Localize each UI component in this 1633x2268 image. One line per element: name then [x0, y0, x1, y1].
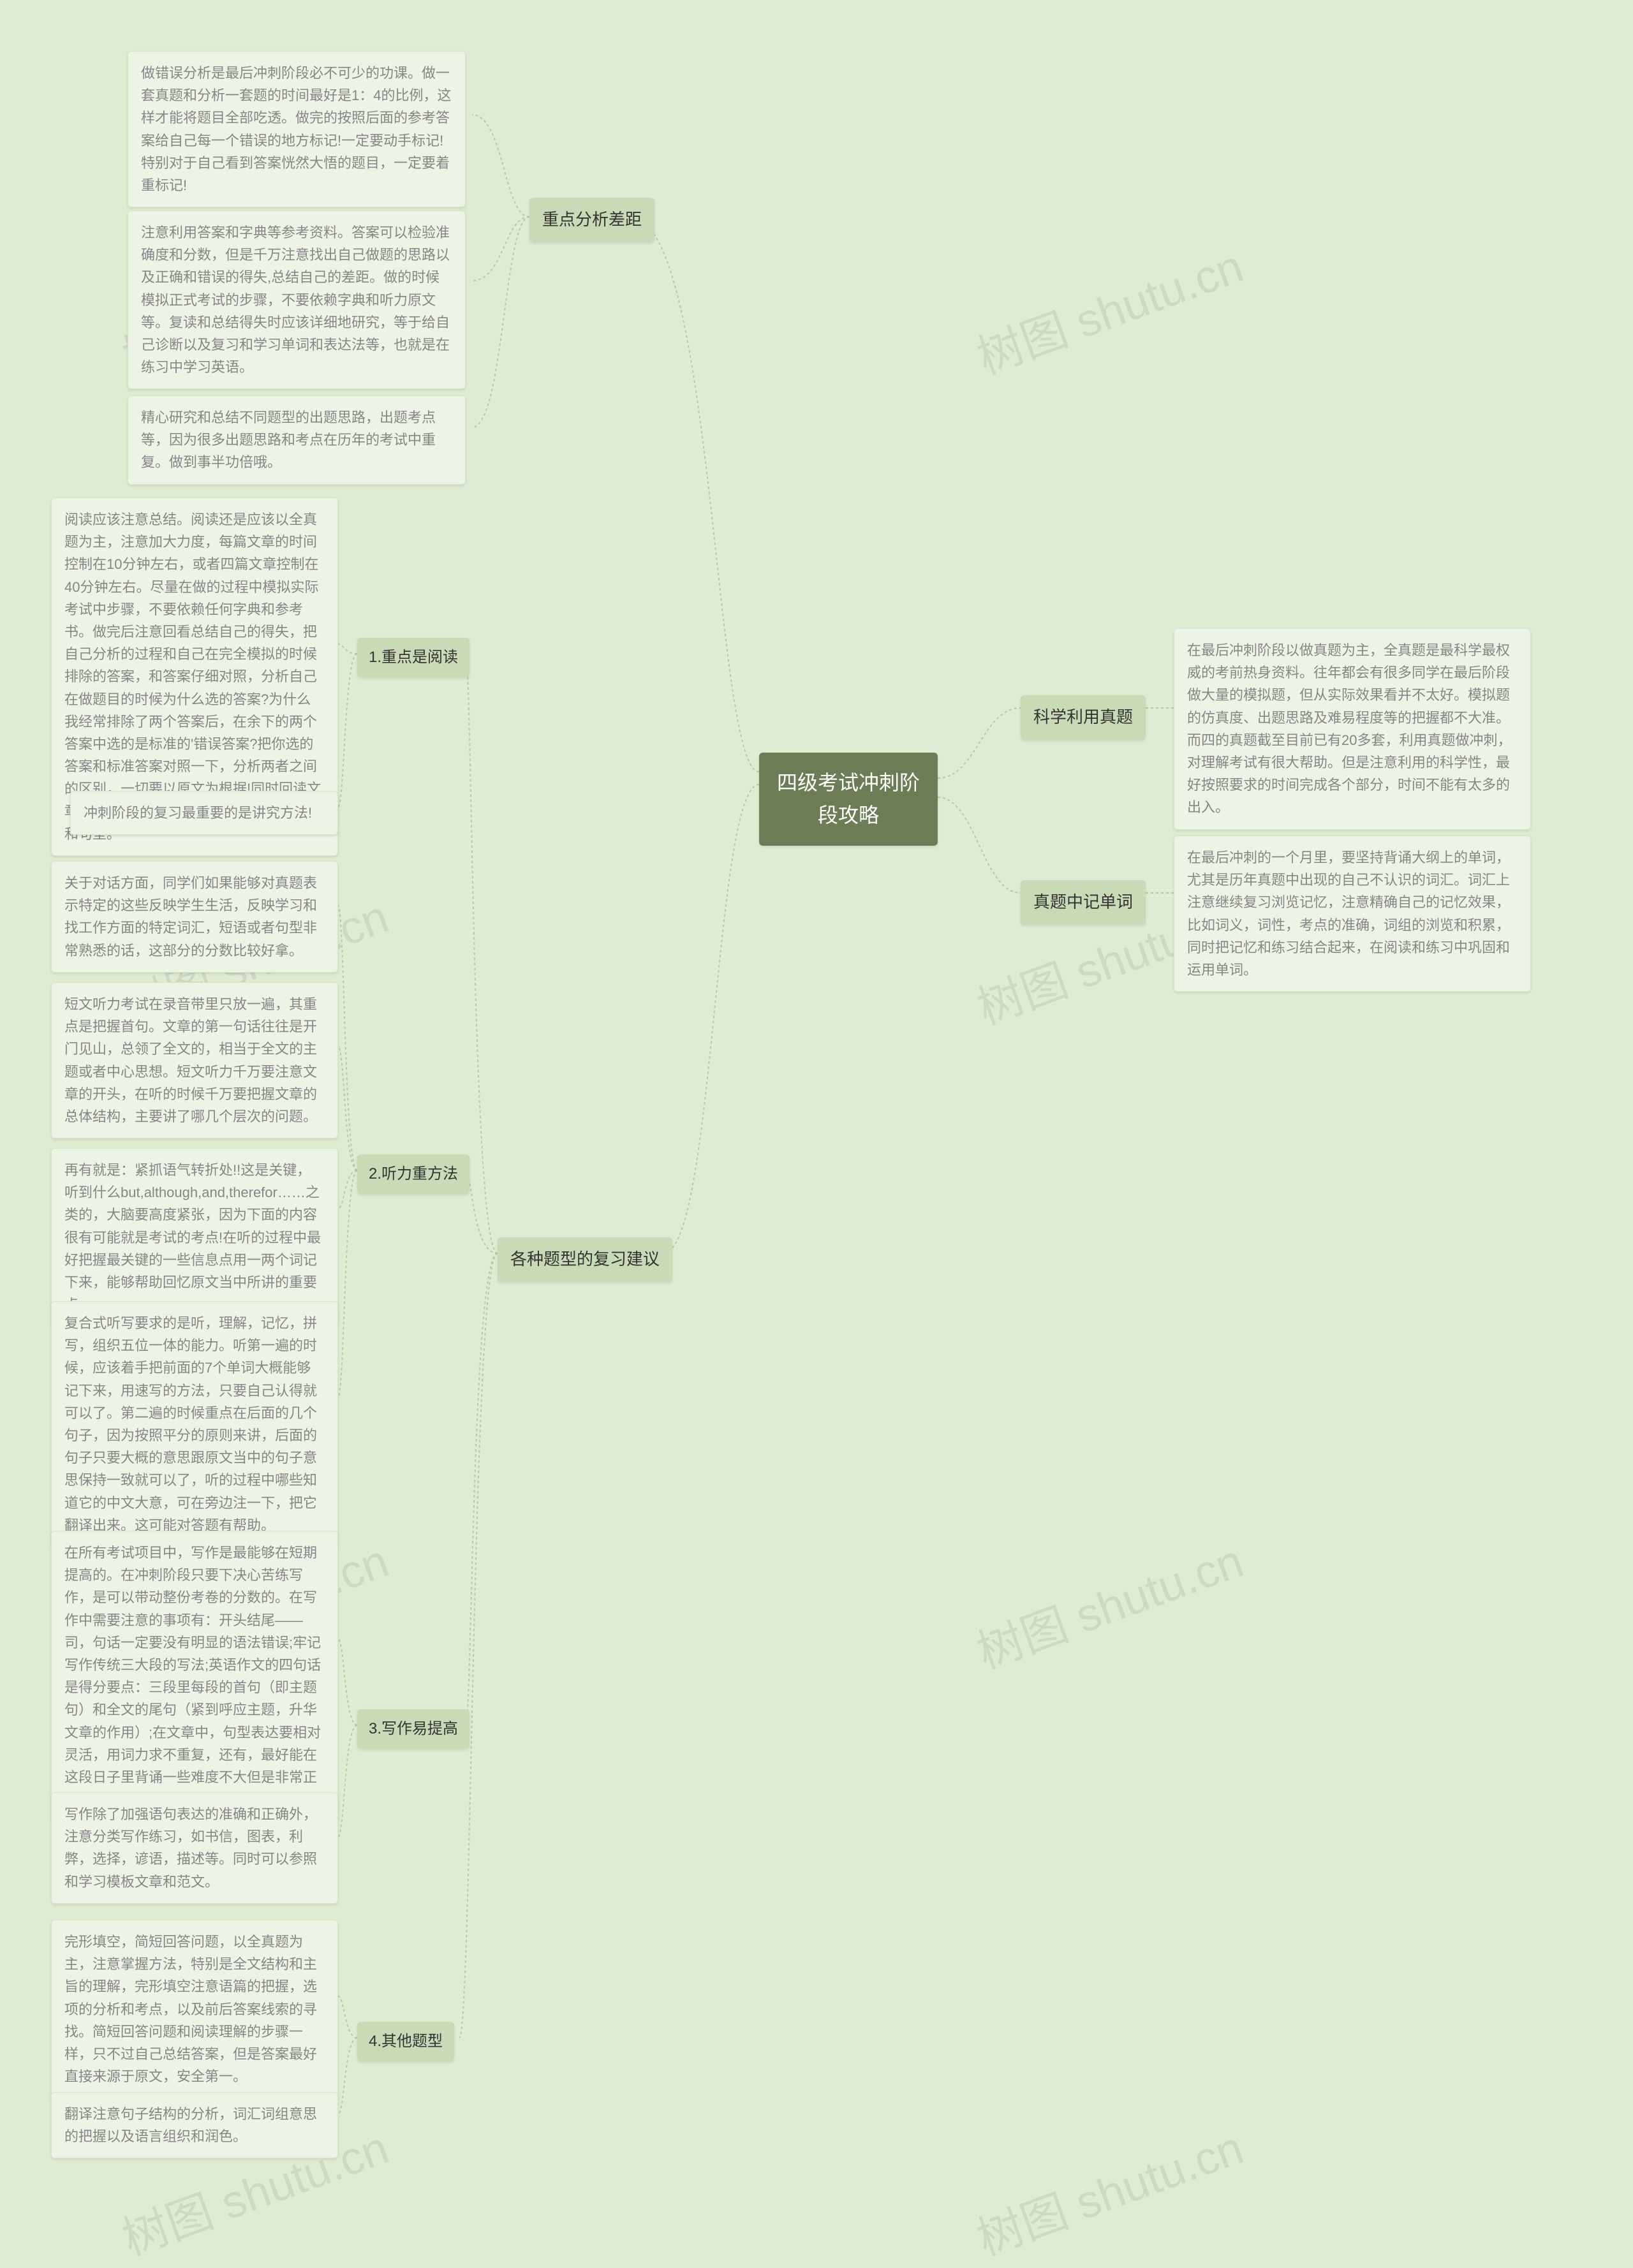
leaf-listening-2: 短文听力考试在录音带里只放一遍，其重点是把握首句。文章的第一句话往往是开门见山，… [51, 982, 338, 1138]
sub-listening[interactable]: 2.听力重方法 [357, 1154, 469, 1194]
connector [338, 1725, 357, 1837]
leaf-listening-3: 再有就是：紧抓语气转折处!!这是关键，听到什么but,although,and,… [51, 1148, 338, 1327]
leaf-reading-2: 冲刺阶段的复习最重要的是讲究方法! [70, 791, 338, 835]
sub-reading[interactable]: 1.重点是阅读 [357, 638, 469, 677]
connector [338, 1639, 357, 1725]
connector [338, 654, 357, 807]
leaf-writing-1: 在所有考试项目中，写作是最能够在短期提高的。在冲刺阶段只要下决心苦练写作，是可以… [51, 1531, 338, 1822]
leaf-other-2: 翻译注意句子结构的分析，词汇词组意思的把握以及语言组织和润色。 [51, 2092, 338, 2158]
branch-scientific-use[interactable]: 科学利用真题 [1021, 695, 1146, 740]
connector [338, 1170, 357, 1397]
watermark: 树图 shutu.cn [966, 2110, 1251, 2268]
connector [466, 654, 498, 1253]
leaf-scientific-use: 在最后冲刺阶段以做真题为主，全真题是最科学最权威的考前热身资料。往年都会有很多同… [1174, 628, 1531, 830]
connector [338, 906, 357, 1170]
connector [466, 1253, 498, 1725]
connector [938, 797, 1021, 893]
leaf-gap-1: 做错误分析是最后冲刺阶段必不可少的功课。做一套真题和分析一套题的时间最好是1：4… [128, 51, 466, 207]
connector [466, 1170, 498, 1253]
connector [338, 644, 357, 654]
leaf-other-1: 完形填空，简短回答问题，以全真题为主，注意掌握方法，特别是全文结构和主旨的理解，… [51, 1920, 338, 2098]
connector [338, 2038, 357, 2114]
connector [338, 1170, 357, 1209]
connector [938, 708, 1021, 778]
watermark: 树图 shutu.cn [966, 229, 1251, 387]
connector [472, 217, 529, 427]
connector [632, 217, 759, 772]
sub-writing[interactable]: 3.写作易提高 [357, 1709, 469, 1749]
branch-analyze-gap[interactable]: 重点分析差距 [529, 198, 654, 242]
leaf-gap-2: 注意利用答案和字典等参考资料。答案可以检验准确度和分数，但是千万注意找出自己做题… [128, 210, 466, 389]
connector [472, 217, 529, 281]
root-node[interactable]: 四级考试冲刺阶段攻略 [759, 753, 938, 846]
leaf-listening-1: 关于对话方面，同学们如果能够对真题表示特定的这些反映学生生活，反映学习和找工作方… [51, 861, 338, 973]
leaf-gap-3: 精心研究和总结不同题型的出题思路，出题考点等，因为很多出题思路和考点在历年的考试… [128, 395, 466, 485]
leaf-vocab-in-papers: 在最后冲刺的一个月里，要坚持背诵大纲上的单词，尤其是历年真题中出现的自己不认识的… [1174, 836, 1531, 992]
connector [459, 1253, 498, 2038]
connector [338, 1046, 357, 1170]
branch-question-types[interactable]: 各种题型的复习建议 [498, 1237, 672, 1282]
leaf-listening-4: 复合式听写要求的是听，理解，记忆，拼写，组织五位一体的能力。听第一遍的时候，应该… [51, 1301, 338, 1547]
connector [338, 1996, 357, 2038]
leaf-writing-2: 写作除了加强语句表达的准确和正确外，注意分类写作练习，如书信，图表，利弊，选择，… [51, 1792, 338, 1904]
branch-vocab-in-papers[interactable]: 真题中记单词 [1021, 880, 1146, 925]
sub-other-types[interactable]: 4.其他题型 [357, 2022, 454, 2061]
connector [472, 115, 529, 217]
connector [663, 784, 759, 1253]
watermark: 树图 shutu.cn [966, 1524, 1251, 1682]
